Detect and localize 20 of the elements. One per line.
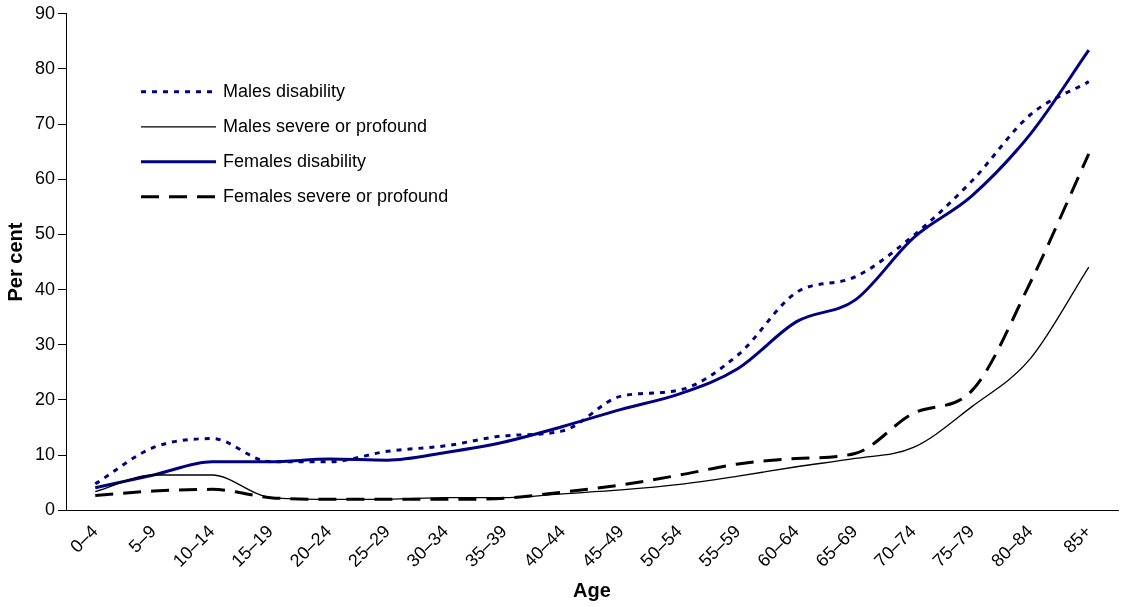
x-tick-label: 0–4 <box>66 521 102 557</box>
legend-label: Males severe or profound <box>223 115 428 136</box>
x-tick-label: 85+ <box>1059 521 1096 557</box>
y-axis-title: Per cent <box>3 222 26 302</box>
y-tick-label: 30 <box>34 333 56 354</box>
y-tick-label: 50 <box>34 223 56 244</box>
y-tick-label: 60 <box>34 168 56 189</box>
legend-label: Males disability <box>223 80 346 101</box>
x-axis-title: Age <box>573 578 611 601</box>
legend-label: Females severe or profound <box>223 185 449 206</box>
y-tick-label: 40 <box>34 278 56 299</box>
legend-label: Females disability <box>223 150 367 171</box>
y-tick-label: 90 <box>34 2 56 23</box>
y-tick-label: 80 <box>34 57 56 78</box>
x-tick-label: 5–9 <box>124 521 161 557</box>
y-tick-label: 20 <box>34 388 56 409</box>
y-tick-label: 70 <box>34 113 56 134</box>
y-tick-label: 0 <box>45 499 56 520</box>
y-tick-label: 10 <box>34 444 56 465</box>
line-series <box>93 152 1091 501</box>
